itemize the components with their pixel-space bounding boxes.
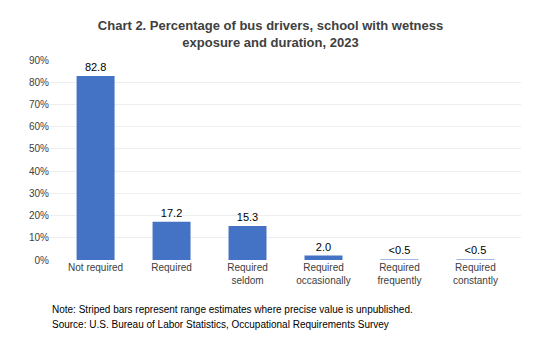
svg-text:Requiredfrequently: Requiredfrequently: [377, 262, 421, 286]
svg-text:15.3: 15.3: [237, 211, 258, 223]
svg-text:82.8: 82.8: [85, 61, 106, 73]
svg-text:0%: 0%: [35, 255, 50, 266]
svg-text:90%: 90%: [29, 55, 49, 66]
svg-text:50%: 50%: [29, 143, 49, 154]
svg-text:Not required: Not required: [68, 262, 123, 273]
svg-text:Source: U.S. Bureau of Labor S: Source: U.S. Bureau of Labor Statistics,…: [52, 319, 389, 330]
svg-text:Requiredseldom: Requiredseldom: [227, 262, 268, 286]
svg-text:40%: 40%: [29, 166, 49, 177]
svg-text:Note: Striped bars represent r: Note: Striped bars represent range estim…: [52, 304, 413, 315]
svg-text:Required: Required: [151, 262, 192, 273]
svg-text:60%: 60%: [29, 121, 49, 132]
svg-text:Chart 2. Percentage of bus dri: Chart 2. Percentage of bus drivers, scho…: [98, 18, 443, 50]
svg-text:<0.5: <0.5: [389, 244, 411, 256]
svg-text:80%: 80%: [29, 77, 49, 88]
svg-text:2.0: 2.0: [316, 241, 331, 253]
svg-text:70%: 70%: [29, 99, 49, 110]
svg-text:20%: 20%: [29, 210, 49, 221]
svg-text:Requiredoccasionally: Requiredoccasionally: [296, 262, 350, 286]
svg-text:17.2: 17.2: [161, 207, 182, 219]
svg-text:<0.5: <0.5: [465, 244, 487, 256]
svg-text:30%: 30%: [29, 188, 49, 199]
svg-text:Requiredconstantly: Requiredconstantly: [453, 262, 498, 286]
svg-text:10%: 10%: [29, 232, 49, 243]
